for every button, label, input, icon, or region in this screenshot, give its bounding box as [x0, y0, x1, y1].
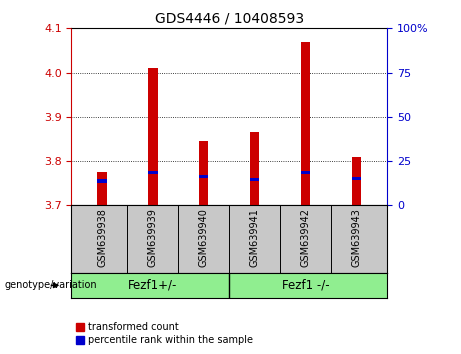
Legend: transformed count, percentile rank within the sample: transformed count, percentile rank withi…	[72, 319, 257, 349]
Bar	[352, 177, 361, 180]
Bar	[250, 132, 260, 205]
Bar	[148, 68, 158, 205]
Bar	[250, 178, 260, 181]
Bar	[97, 179, 106, 183]
Bar	[301, 171, 310, 174]
Bar	[352, 156, 361, 205]
Text: GSM639938: GSM639938	[97, 208, 107, 267]
Text: GSM639939: GSM639939	[148, 208, 158, 267]
Title: GDS4446 / 10408593: GDS4446 / 10408593	[155, 12, 304, 26]
Bar	[301, 41, 310, 205]
Bar	[199, 175, 208, 178]
Text: Fezf1 -/-: Fezf1 -/-	[282, 279, 330, 292]
Text: GSM639943: GSM639943	[352, 208, 362, 267]
Bar	[199, 141, 208, 205]
Bar	[148, 171, 158, 174]
Bar	[97, 172, 106, 205]
Text: Fezf1+/-: Fezf1+/-	[128, 279, 177, 292]
Text: GSM639941: GSM639941	[250, 208, 260, 267]
Text: GSM639942: GSM639942	[301, 208, 311, 267]
Text: genotype/variation: genotype/variation	[5, 280, 97, 290]
Text: GSM639940: GSM639940	[199, 208, 209, 267]
